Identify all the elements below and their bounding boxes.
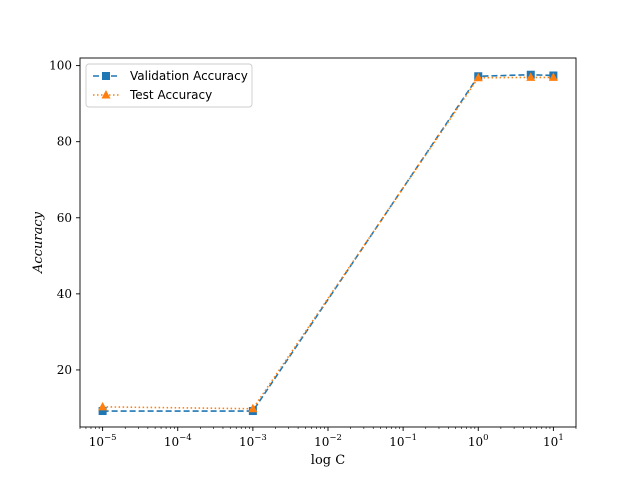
- x-tick-base: 10: [468, 435, 483, 449]
- x-tick-exponent: −4: [179, 433, 192, 443]
- x-tick-label: 10−1: [389, 433, 417, 449]
- y-tick-label: 80: [57, 135, 72, 149]
- legend-label: Validation Accuracy: [130, 69, 248, 83]
- x-tick-exponent: 1: [558, 433, 563, 443]
- x-tick-base: 10: [89, 435, 104, 449]
- data-point-1: [473, 72, 483, 82]
- x-tick-label: 10−5: [89, 433, 117, 449]
- data-point-0: [98, 407, 107, 416]
- y-axis-label: Accuracy: [31, 211, 46, 274]
- x-tick-exponent: −1: [405, 433, 418, 443]
- legend-marker-0: [102, 72, 110, 80]
- x-tick-base: 10: [389, 435, 404, 449]
- x-tick-base: 10: [239, 435, 254, 449]
- x-tick-label: 10−4: [164, 433, 192, 449]
- legend-label: Test Accuracy: [129, 88, 212, 102]
- data-point-1: [248, 403, 258, 413]
- x-tick-base: 10: [543, 435, 558, 449]
- x-tick-label: 10−3: [239, 433, 267, 449]
- data-point-1: [98, 401, 108, 411]
- series-line-1: [102, 76, 554, 410]
- x-tick-base: 10: [314, 435, 329, 449]
- y-tick-label: 60: [57, 211, 72, 225]
- x-tick-base: 10: [164, 435, 179, 449]
- legend-marker-1: [101, 90, 111, 99]
- data-point-1: [526, 72, 536, 81]
- legend-box: [85, 63, 253, 108]
- x-tick-exponent: 0: [483, 433, 488, 443]
- data-point-1: [548, 72, 558, 81]
- x-tick-label: 10−2: [314, 433, 342, 449]
- x-tick-label: 100: [468, 433, 489, 449]
- y-tick-label: 40: [57, 287, 72, 301]
- y-tick-label: 100: [49, 59, 72, 73]
- x-tick-exponent: −2: [329, 433, 342, 443]
- plot-frame: [79, 57, 577, 428]
- x-tick-label: 101: [543, 433, 564, 449]
- x-tick-exponent: −5: [104, 433, 117, 443]
- x-axis-label: log C: [311, 453, 345, 468]
- x-tick-exponent: −3: [254, 433, 267, 443]
- y-tick-label: 20: [57, 363, 72, 377]
